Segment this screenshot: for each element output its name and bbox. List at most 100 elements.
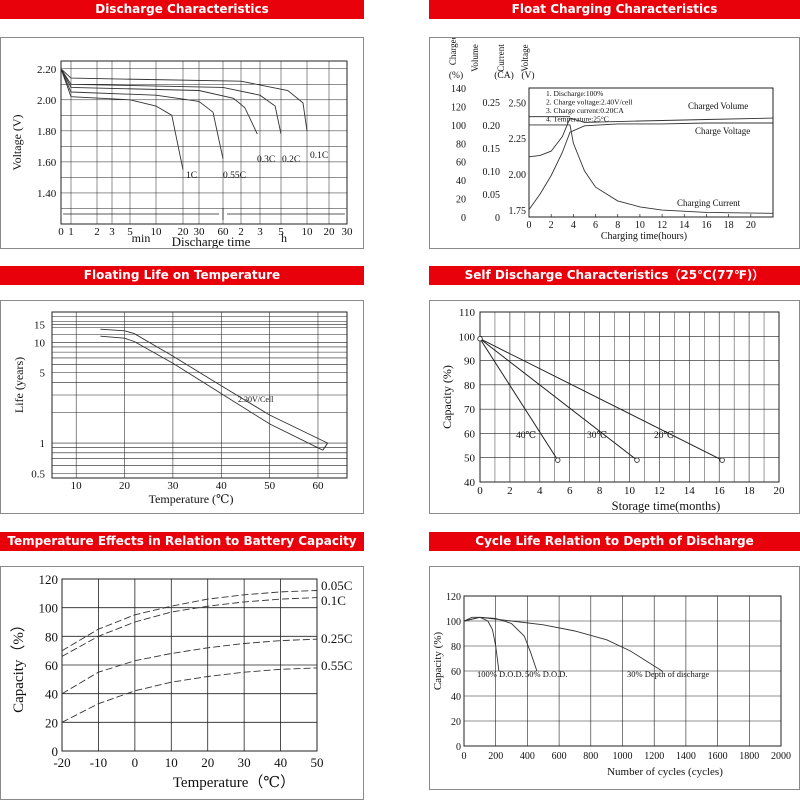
voltage-tick: 2.50 [509,98,527,109]
x-tick-label: 20 [119,480,131,492]
series-label: 30% Depth of discharge [627,669,709,679]
y-tick-label: 80 [451,642,461,653]
voltage-tick: 2.25 [509,134,527,145]
x-tick-label: 1400 [676,751,696,762]
volume-tick: 80 [456,139,466,150]
panel-float-charging: Charged Volume (%) Current (CA) Voltage (V) 140… [429,37,800,249]
x-tick-label: 3 [257,226,263,238]
floating-life-chart: 15 10 5 1 0.5 10 20 30 40 50 60 Temperature (℃) Life… [12,311,348,506]
x-tick-label: 18 [724,220,734,231]
volume-tick: 100 [451,121,466,132]
current-tick: 0.20 [483,121,501,132]
x-tick-label: 20 [746,220,756,231]
x-tick-label: 30 [167,480,179,492]
x-tick-label: 6 [567,485,573,497]
chart-note: 4. Temperature:25°C [546,115,609,124]
x-tick-label: 400 [520,751,535,762]
x-tick-label: 20 [201,755,214,770]
header-cycle-life: Cycle Life Relation to Depth of Discharg… [429,532,800,551]
x-tick-label: 18 [744,485,756,497]
plot-frame [60,60,348,225]
x-tick-label: 50 [264,480,276,492]
x-tick-label: 4 [537,485,543,497]
x-tick-label: 10 [165,755,178,770]
x-tick-label: 30 [194,226,206,238]
life-band-line [100,328,328,444]
discharge-series-line [60,68,308,131]
discharge-series-line [60,68,224,159]
series-label: 50% D.O.D. [525,669,568,679]
series-label: 0.3C [257,155,275,165]
axis-header: Voltage [520,44,530,71]
x-tick-label: 20 [774,485,786,497]
x-tick-label: -20 [53,755,70,770]
chart-note: 1. Discharge:100% [546,89,603,98]
endpoint-marker [634,457,640,463]
x-tick-label: 2 [94,226,100,238]
panel-self-discharge: 110 100 90 80 70 60 50 40 0 2 4 6 8 10 12 14 16 18 20 Stora… [429,300,800,514]
x-tick-label: 1000 [613,751,633,762]
series-label: 0.05C [321,578,352,593]
x-tick-label: 20 [178,226,190,238]
discharge-series-line [60,68,184,170]
capacity-series-line [61,667,318,723]
x-tick-label: 10 [302,226,314,238]
x-tick-label: 2000 [771,751,791,762]
current-tick: 0 [495,213,500,224]
y-tick-label: 110 [459,307,476,319]
y-axis-label: Capacity (%) [432,631,444,690]
life-band-line [100,335,323,451]
header-floating-life: Floating Life on Temperature [0,266,364,285]
x-tick-label: 2 [238,226,244,238]
x-tick-label: 2 [549,220,554,231]
y-tick-label: 60 [464,428,476,440]
y-axis-label: Voltage (V) [10,114,24,170]
current-tick: 0.15 [483,144,501,155]
y-tick-label: 20 [45,715,58,730]
x-tick-label: 2 [507,485,513,497]
self-discharge-chart: 110 100 90 80 70 60 50 400 2 4 6 8 10 12 14 16 18 20 Stora… [440,307,786,513]
capacity-series-line [61,590,318,652]
voltage-tick: 1.75 [509,206,527,217]
x-tick-label: 0 [58,226,64,238]
x-tick-label: 600 [552,751,567,762]
x-tick-label: 10 [71,480,83,492]
x-tick-label: 10 [635,220,645,231]
volume-tick: 140 [451,84,466,95]
volume-tick: 0 [461,213,466,224]
x-tick-label: 40 [216,480,228,492]
series-label: 30℃ [587,431,608,441]
y-tick-label: 80 [45,629,58,644]
axis-header: Current [496,44,506,72]
x-tick-label: 20 [324,226,336,238]
x-tick-label: 14 [684,485,696,497]
x-unit-label: min [132,231,151,245]
volume-tick: 60 [456,158,466,169]
current-tick: 0.05 [483,190,501,201]
volume-tick: 120 [451,102,466,113]
x-tick-label: 1 [68,226,74,238]
discharge-series-line [60,68,282,135]
y-tick-label: 0 [52,744,59,759]
x-tick-label: 0 [527,220,532,231]
panel-temperature-effects: 120 100 80 60 40 20 0 -20 -10 0 10 20 30 40 50 Temperat… [0,566,364,800]
chart-note: 2. Charge voltage:2.40V/cell [546,98,633,107]
axis-header: Charged [448,38,458,65]
plot-frame [528,87,774,218]
panel-cycle-life: 120 100 80 60 40 20 0 0 200 400 600 800 1000 1200 1400… [429,566,800,790]
x-tick-label: 4 [571,220,576,231]
series-label: 100% D.O.D. [477,669,524,679]
y-tick-label: 15 [34,320,46,332]
y-tick-label: 40 [464,477,476,489]
header-temperature-effects: Temperature Effects in Relation to Batte… [0,532,364,551]
series-label: 20℃ [654,431,675,441]
x-tick-label: 0 [462,751,467,762]
life-band-end [322,442,329,451]
series-label: 0.1C [310,151,328,161]
charged-volume-line [528,122,773,210]
y-axis-label: Capacity（%） [10,617,27,713]
chart-note: 3. Charge current:0.20CA [546,106,624,115]
y-tick-label: 60 [45,658,58,673]
axis-header: (V) [521,70,534,81]
